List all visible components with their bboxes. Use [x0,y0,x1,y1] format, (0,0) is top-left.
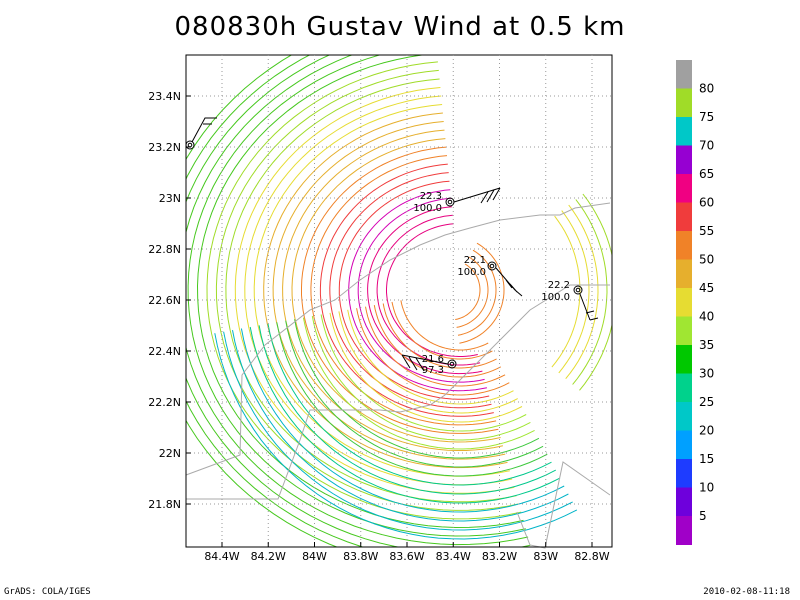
lon-tick-label: 84.4W [204,550,239,563]
footer-timestamp: 2010-02-08-11:18 [703,587,790,597]
colorbar-label: 25 [699,395,714,409]
colorbar-label: 65 [699,167,714,181]
colorbar-segment [676,117,692,146]
colorbar-label: 50 [699,253,714,267]
footer-credit: GrADS: COLA/IGES [4,587,91,597]
lon-tick-label: 83.4W [436,550,471,563]
lat-tick-label: 23.2N [148,141,181,154]
colorbar-segment [676,288,692,317]
station-pressure: 100.0 [541,292,570,303]
colorbar-label: 80 [699,82,714,96]
station-pressure: 100.0 [457,267,486,278]
lon-tick-label: 83W [533,550,558,563]
lat-tick-label: 23N [159,192,181,205]
colorbar-label: 70 [699,139,714,153]
station-pressure: 100.0 [413,203,442,214]
station-temp: 21.6 [422,354,444,365]
colorbar-segment [676,345,692,374]
lat-tick-label: 22N [159,447,181,460]
colorbar-segment [676,88,692,118]
lat-tick-label: 22.4N [148,345,181,358]
lon-tick-label: 82.8W [574,550,609,563]
colorbar-segment [676,373,692,403]
colorbar-label: 30 [699,367,714,381]
colorbar: 80 75 70 65 60 55 50 45 40 35 30 25 20 15 10 5 [676,60,714,545]
colorbar-segment [676,459,692,488]
colorbar-segment [676,174,692,203]
lat-tick-label: 22.8N [148,243,181,256]
lon-tick-label: 84W [302,550,327,563]
colorbar-label: 45 [699,281,714,295]
colorbar-segment [676,316,692,346]
colorbar-segment [676,430,692,460]
coastline [185,202,611,549]
lon-tick-label: 83.6W [389,550,424,563]
latitude-axis: 23.4N 23.2N 23N 22.8N 22.6N 22.4N 22.2N 22N 21.8… [148,90,191,511]
station-pressure: 97.3 [422,365,444,376]
station-temp: 22.1 [464,255,486,266]
map-frame [185,54,613,548]
longitude-axis: 84.4W 84.2W 84W 83.8W 83.6W 83.4W 83.2W 83W 82.8… [204,542,610,563]
lon-tick-label: 83.8W [343,550,378,563]
lat-tick-label: 22.2N [148,396,181,409]
colorbar-segment [676,202,692,232]
colorbar-label: 35 [699,338,714,352]
lat-tick-label: 21.8N [148,498,181,511]
lon-tick-label: 84.2W [251,550,286,563]
station-temp: 22.3 [420,191,442,202]
edge-station-marker [185,117,217,150]
wind-barb [495,267,523,297]
lon-tick-label: 83.2W [482,550,517,563]
colorbar-segment [676,516,692,545]
colorbar-label: 15 [699,452,714,466]
map-title: 080830h Gustav Wind at 0.5 km [174,12,626,42]
colorbar-label: 75 [699,110,714,124]
station-temp: 22.2 [548,280,570,291]
colorbar-label: 55 [699,224,714,238]
colorbar-segment [676,402,692,431]
wind-barb [401,354,449,372]
colorbar-segment [676,259,692,289]
grid-lines [186,55,612,547]
lat-tick-label: 22.6N [148,294,181,307]
colorbar-label: 60 [699,196,714,210]
colorbar-segment [676,145,692,175]
colorbar-segment [676,231,692,260]
colorbar-label: 40 [699,310,714,324]
colorbar-segment [676,60,692,89]
wind-barb [453,187,501,204]
wind-barb [579,293,599,321]
colorbar-label: 20 [699,424,714,438]
colorbar-label: 10 [699,481,714,495]
wind-vector-field [186,55,612,547]
lat-tick-label: 23.4N [148,90,181,103]
colorbar-label: 5 [699,509,707,523]
colorbar-segment [676,487,692,517]
